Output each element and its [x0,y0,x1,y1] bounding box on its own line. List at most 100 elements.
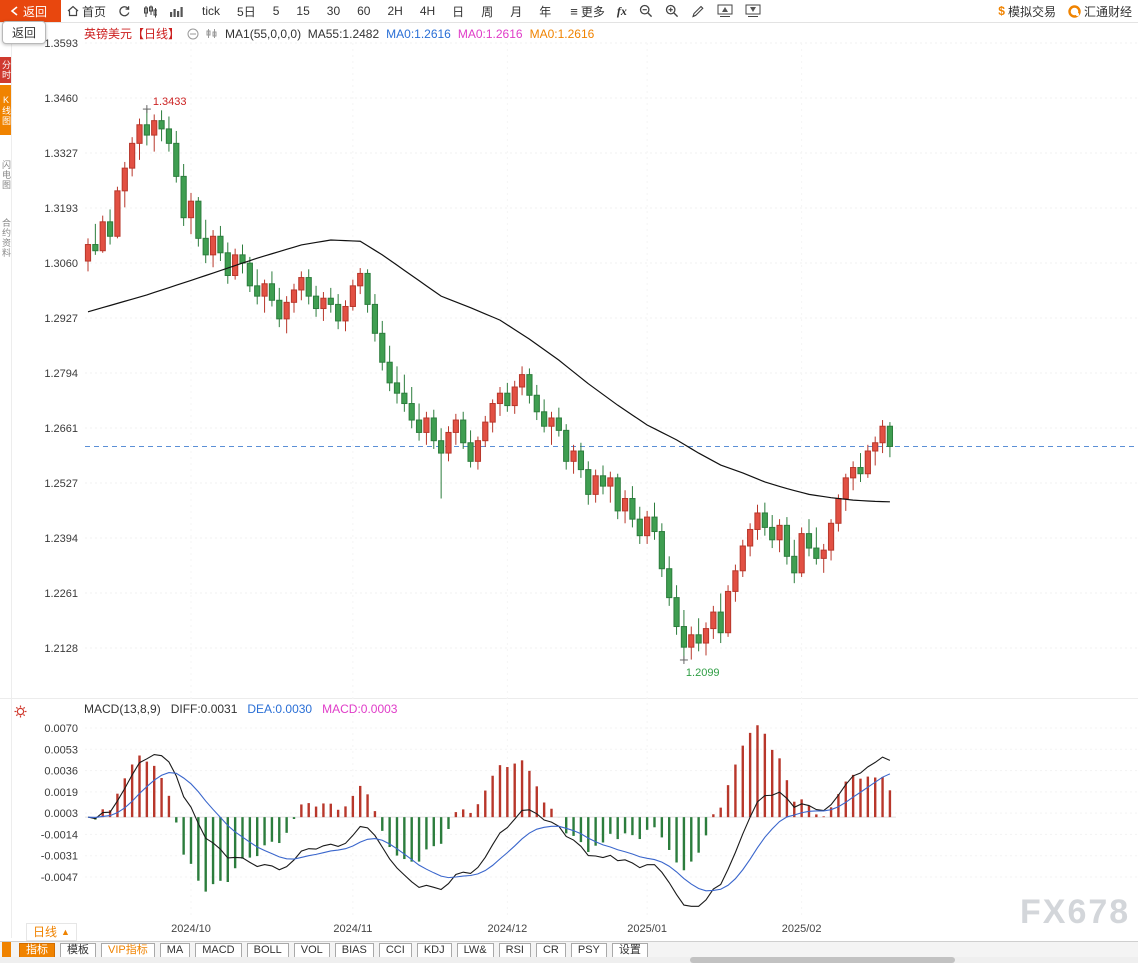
candlestick-chart[interactable]: 1.3593 1.3460 1.3327 1.3193 1.3060 1.2927 1.27… [0,0,1138,938]
candle-body [739,545,746,572]
candle-body [224,252,231,277]
candle-body [298,277,305,291]
period-button-5日[interactable]: 5日 [237,4,256,19]
tab-设置[interactable]: 设置 [611,942,648,958]
candle-body [217,235,224,254]
candle-body [305,277,312,297]
x-axis-label: 2025/02 [782,923,822,935]
zoom-out-button[interactable] [633,4,659,18]
macd-axis-label: 0.0036 [44,766,78,778]
ma-params: MA1(55,0,0,0) [225,26,302,41]
volume-chart-type-button[interactable] [163,5,189,18]
zoom-out-icon [639,4,652,18]
kline-chart-type-button[interactable] [137,5,163,18]
candle-body [563,429,570,462]
tab-VIP指标[interactable]: VIP指标 [101,942,155,958]
period-indicator[interactable]: 日线 ▲ [26,923,77,941]
rail-item-2[interactable]: K线图 [0,85,11,135]
candle-body [452,419,459,433]
candle-body [408,403,415,421]
period-button-月[interactable]: 月 [510,4,523,19]
candle-body [850,467,857,479]
rail-item-4[interactable]: 合约资料 [1,218,11,258]
candle-body [158,120,165,130]
candle-body [202,237,209,256]
period-button-日[interactable]: 日 [452,4,465,19]
period-button-4H[interactable]: 4H [419,4,436,18]
tab-PSY[interactable]: PSY [570,942,607,958]
candle-body [717,611,724,634]
home-button[interactable]: 首页 [61,3,112,20]
period-button-30[interactable]: 30 [326,4,341,18]
tab-CCI[interactable]: CCI [378,942,412,958]
rail-item-3[interactable]: 闪电图 [1,160,11,190]
candle-body [320,297,327,310]
candle-body [607,477,614,487]
period-button-5[interactable]: 5 [272,4,280,18]
candle-body [195,200,202,239]
candle-body [702,628,710,644]
ma-indicator-icon[interactable] [206,28,218,39]
overlay-up-button[interactable] [711,4,739,18]
candle-body [364,272,371,305]
horizontal-scrollbar[interactable] [0,957,1138,963]
tab-指标[interactable]: 指标 [19,942,55,958]
tab-BIAS[interactable]: BIAS [334,942,374,958]
candle-body [651,516,658,533]
candle-body [548,417,555,427]
candle-body [276,299,283,320]
period-button-60[interactable]: 60 [357,4,371,18]
triangle-up-box-icon [717,4,733,17]
period-button-2H[interactable]: 2H [387,4,403,18]
tab-模板[interactable]: 模板 [60,942,96,958]
candle-body [754,512,761,530]
candle-body [533,394,540,413]
overlay-down-button[interactable] [739,4,767,18]
candle-body [438,440,445,454]
rail-item-1[interactable]: 分时 [0,57,11,83]
back-button[interactable]: 返回 [0,0,62,22]
period-button-15[interactable]: 15 [296,4,310,18]
tab-LW&[interactable]: LW& [456,942,494,958]
macd-axis-label: 0.0019 [44,787,78,799]
period-button-周[interactable]: 周 [481,4,494,19]
brand-logo-icon [1068,4,1081,18]
hamburger-icon: ≡ [570,3,578,19]
scrollbar-thumb[interactable] [690,957,955,963]
more-button[interactable]: ≡ 更多 [570,3,605,19]
candle-body [695,634,702,644]
candle-body [857,467,864,475]
draw-button[interactable] [685,4,711,18]
candle-body [173,142,180,177]
zoom-in-button[interactable] [659,4,685,18]
tab-CR[interactable]: CR [535,942,566,958]
indicator-formula-button[interactable]: fx [616,3,627,18]
y-axis-label: 1.2394 [44,533,78,545]
candle-body [489,403,496,423]
candle-body [886,425,894,447]
candle-body [864,450,871,475]
tab-BOLL[interactable]: BOLL [246,942,289,958]
tab-MACD[interactable]: MACD [195,942,242,958]
candle-body [209,235,217,256]
tab-VOL[interactable]: VOL [293,942,330,958]
period-button-年[interactable]: 年 [539,4,552,19]
candle-body [805,533,813,549]
tab-KDJ[interactable]: KDJ [416,942,452,958]
y-axis-label: 1.2527 [44,478,78,490]
indicator-settings-icon[interactable] [14,705,27,723]
candle-body [371,303,379,334]
chart-settings-icon[interactable] [187,28,199,40]
macd-axis-label: 0.0070 [44,723,78,735]
refresh-button[interactable] [112,5,137,18]
tab-MA[interactable]: MA [159,942,191,958]
candle-body [106,221,114,237]
candle-body [187,200,195,219]
brand-link[interactable]: 汇通财经 [1062,3,1138,20]
period-button-tick[interactable]: tick [202,4,221,18]
candle-body [342,305,349,322]
simulated-trading-button[interactable]: $ 模拟交易 [998,4,1056,19]
candle-body [710,611,717,630]
candle-body [879,425,886,444]
tab-RSI[interactable]: RSI [498,942,531,958]
